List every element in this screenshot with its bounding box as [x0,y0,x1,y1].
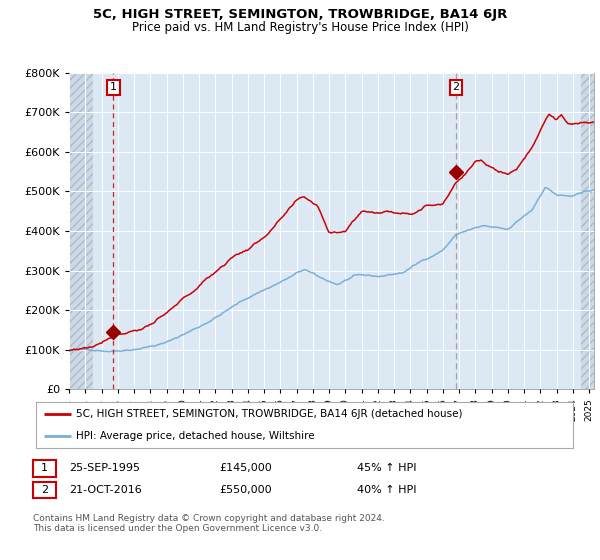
Text: 25-SEP-1995: 25-SEP-1995 [69,463,140,473]
Bar [69,73,94,389]
Text: £550,000: £550,000 [219,485,272,495]
Text: 1: 1 [110,82,117,92]
Text: 2: 2 [41,485,48,495]
Text: Contains HM Land Registry data © Crown copyright and database right 2024.
This d: Contains HM Land Registry data © Crown c… [33,514,385,534]
Text: HPI: Average price, detached house, Wiltshire: HPI: Average price, detached house, Wilt… [76,431,315,441]
Text: 2: 2 [452,82,460,92]
Text: 5C, HIGH STREET, SEMINGTON, TROWBRIDGE, BA14 6JR (detached house): 5C, HIGH STREET, SEMINGTON, TROWBRIDGE, … [76,409,463,419]
Text: Price paid vs. HM Land Registry's House Price Index (HPI): Price paid vs. HM Land Registry's House … [131,21,469,34]
Text: 5C, HIGH STREET, SEMINGTON, TROWBRIDGE, BA14 6JR: 5C, HIGH STREET, SEMINGTON, TROWBRIDGE, … [93,8,507,21]
Text: 1: 1 [41,463,48,473]
Text: 40% ↑ HPI: 40% ↑ HPI [357,485,416,495]
Text: 45% ↑ HPI: 45% ↑ HPI [357,463,416,473]
Text: £145,000: £145,000 [219,463,272,473]
Text: 21-OCT-2016: 21-OCT-2016 [69,485,142,495]
Bar [581,73,594,389]
